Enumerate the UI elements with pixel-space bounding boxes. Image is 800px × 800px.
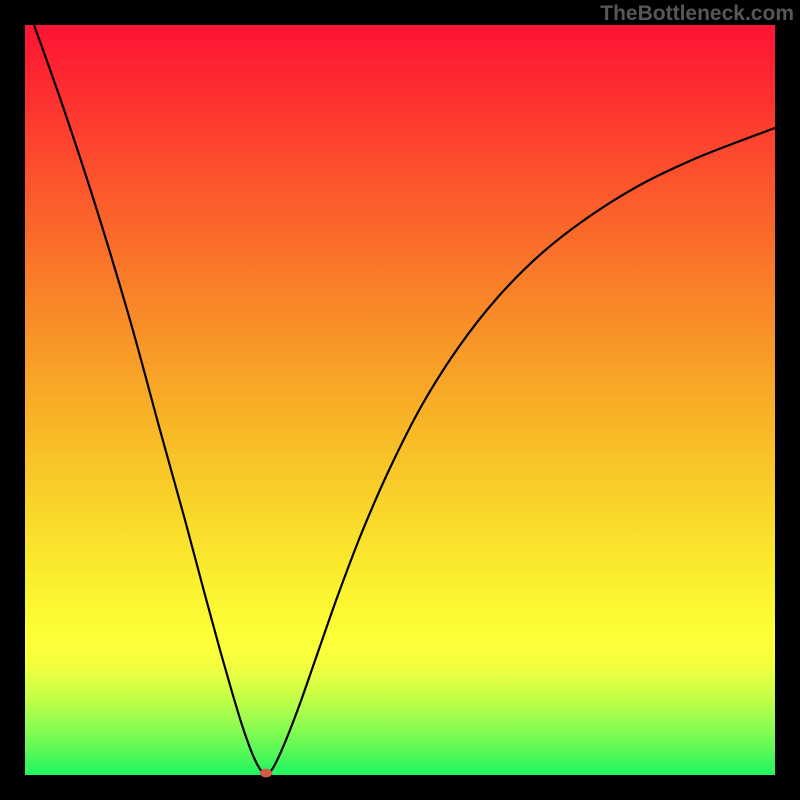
watermark-label: TheBottleneck.com bbox=[600, 2, 794, 26]
bottleneck-chart bbox=[0, 0, 800, 800]
chart-container: TheBottleneck.com bbox=[0, 0, 800, 800]
plot-gradient-background bbox=[25, 25, 775, 775]
optimum-marker-icon bbox=[260, 769, 272, 778]
